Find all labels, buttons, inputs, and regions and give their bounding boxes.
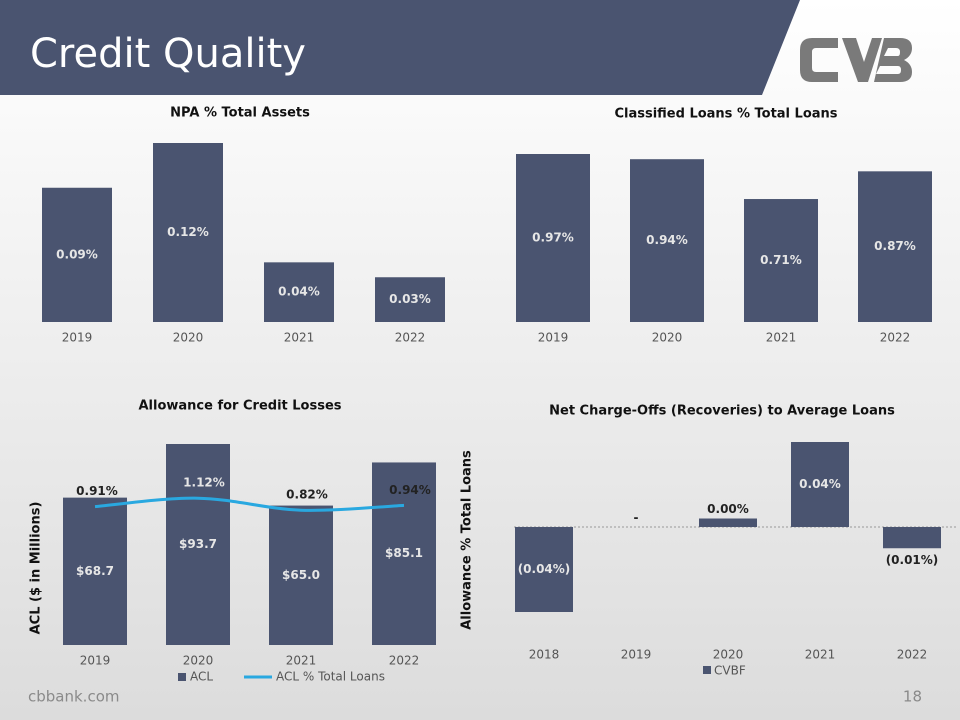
bar	[42, 187, 112, 322]
bar	[375, 277, 445, 322]
data-label: $85.1	[385, 546, 423, 560]
x-tick-label: 2019	[621, 648, 652, 662]
data-label: 0.71%	[760, 253, 802, 267]
page-number: 18	[903, 688, 922, 706]
line-label: 1.12%	[183, 476, 225, 490]
chart-title: Classified Loans % Total Loans	[614, 107, 837, 122]
line-label: 0.94%	[389, 483, 431, 497]
bar	[264, 262, 334, 322]
y2-axis-label: Allowance % Total Loans	[460, 450, 475, 630]
data-label: $93.7	[179, 537, 217, 551]
x-tick-label: 2020	[713, 648, 744, 662]
data-label: 0.12%	[167, 225, 209, 239]
x-tick-label: 2022	[395, 331, 426, 345]
legend-swatch	[703, 666, 711, 674]
x-tick-label: 2019	[80, 654, 111, 668]
x-tick-label: 2021	[284, 331, 315, 345]
data-label: (0.01%)	[886, 553, 939, 567]
chart-title: Net Charge-Offs (Recoveries) to Average …	[549, 404, 895, 419]
slide-title: Credit Quality	[30, 31, 306, 77]
data-label: 0.03%	[389, 292, 431, 306]
bar	[858, 171, 932, 322]
legend-label: ACL	[190, 670, 213, 684]
x-tick-label: 2022	[880, 331, 911, 345]
data-label: $65.0	[282, 568, 320, 582]
bar	[372, 462, 436, 645]
data-label: 0.04%	[799, 477, 841, 491]
data-label: (0.04%)	[518, 562, 571, 576]
chart-title: Allowance for Credit Losses	[138, 399, 341, 414]
legend-swatch	[178, 673, 186, 681]
bar	[516, 154, 590, 322]
data-label: 0.87%	[874, 239, 916, 253]
legend-label: CVBF	[714, 664, 746, 678]
x-tick-label: 2021	[286, 654, 317, 668]
bar	[153, 143, 223, 322]
bar	[744, 199, 818, 322]
data-label: 0.04%	[278, 285, 320, 299]
bar	[883, 527, 941, 549]
x-tick-label: 2020	[173, 331, 204, 345]
x-tick-label: 2021	[805, 648, 836, 662]
x-tick-label: 2022	[389, 654, 420, 668]
data-label: $68.7	[76, 564, 114, 578]
bar	[630, 159, 704, 322]
data-label: 0.09%	[56, 247, 98, 261]
bar	[166, 444, 230, 645]
header-band	[0, 0, 800, 95]
bar	[791, 442, 849, 527]
line-label: 0.91%	[76, 484, 118, 498]
line-label: 0.82%	[286, 488, 328, 502]
bar	[515, 527, 573, 612]
footer: cbbank.com	[28, 688, 119, 706]
x-tick-label: 2019	[62, 331, 93, 345]
x-tick-label: 2022	[897, 648, 928, 662]
x-tick-label: 2021	[766, 331, 797, 345]
bar	[699, 518, 757, 527]
x-tick-label: 2020	[652, 331, 683, 345]
legend-label: ACL % Total Loans	[276, 670, 385, 684]
x-tick-label: 2018	[529, 648, 560, 662]
chart-title: NPA % Total Assets	[170, 106, 310, 121]
logo	[800, 38, 912, 82]
bar	[63, 497, 127, 645]
data-label: 0.94%	[646, 233, 688, 247]
data-label: -	[634, 511, 639, 525]
x-tick-label: 2020	[183, 654, 214, 668]
y-axis-label: ACL ($ in Millions)	[29, 502, 44, 635]
data-label: 0.00%	[707, 502, 749, 516]
bar	[269, 505, 333, 645]
x-tick-label: 2019	[538, 331, 569, 345]
line	[94, 496, 405, 512]
data-label: 0.97%	[532, 231, 574, 245]
